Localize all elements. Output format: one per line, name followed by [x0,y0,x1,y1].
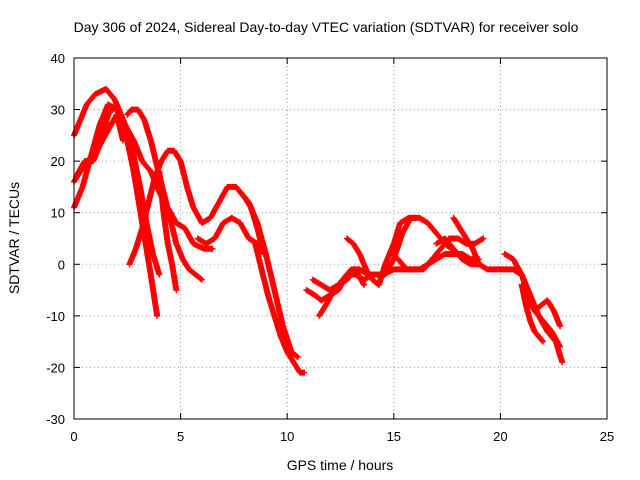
grid [74,58,607,419]
x-tick-label: 10 [280,429,294,444]
x-tick-label: 20 [493,429,507,444]
series-markers [518,281,546,345]
chart-title: Day 306 of 2024, Sidereal Day-to-day VTE… [74,19,579,35]
x-tick-label: 15 [387,429,401,444]
series-markers [501,251,564,350]
series-sat-r [501,251,564,350]
y-tick-label: -10 [46,309,65,324]
series-sat-n [343,214,419,288]
y-tick-label: 30 [51,103,65,118]
series-markers [395,235,487,273]
series-markers [237,189,301,361]
series-sat-i [237,189,301,361]
series-sat-j [252,240,308,376]
ticks: 0 5 10 15 20 25 -30 -20 -10 0 10 20 30 40 [46,51,614,444]
x-tick-label: 5 [177,429,184,444]
series-markers [156,168,180,294]
series-markers [252,240,308,376]
series-markers [343,214,419,288]
x-tick-label: 25 [600,429,614,444]
series-markers [450,214,483,268]
series-sat-h [194,214,269,257]
y-tick-label: 40 [51,51,65,66]
y-tick-label: 0 [58,257,65,272]
y-axis-label: SDTVAR / TECUs [6,182,22,294]
plot-frame [73,57,608,420]
series-sat-o [395,235,487,273]
x-tick-label: 0 [70,429,77,444]
series-sat-g [156,168,180,294]
y-tick-label: -20 [46,360,65,375]
y-tick-label: -30 [46,412,65,427]
series-sat-q [450,214,483,268]
y-tick-label: 20 [51,154,65,169]
y-tick-label: 10 [51,206,65,221]
series-sat-t [518,281,546,345]
data-points [71,85,566,376]
x-axis-label: GPS time / hours [287,457,394,473]
series-markers [194,214,269,257]
